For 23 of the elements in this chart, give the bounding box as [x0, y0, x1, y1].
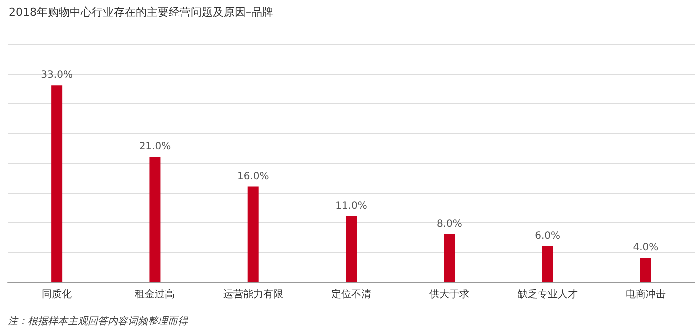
- data-label: 8.0%: [436, 218, 462, 230]
- x-tick-label: 电商冲击: [626, 288, 666, 300]
- data-label: 16.0%: [237, 171, 270, 182]
- data-label: 4.0%: [633, 242, 659, 254]
- chart-title: 2018年购物中心行业存在的主要经营问题及原因–品牌: [9, 6, 274, 19]
- bar: [52, 86, 63, 282]
- bar: [150, 157, 161, 282]
- data-label: 33.0%: [41, 70, 73, 82]
- bar: [248, 186, 259, 282]
- bar: [444, 234, 456, 282]
- x-tick-label: 缺乏专业人才: [518, 288, 578, 300]
- bar: [542, 246, 554, 282]
- x-tick-label: 供大于求: [430, 288, 470, 300]
- data-label: 21.0%: [139, 142, 172, 153]
- bar: [640, 258, 652, 282]
- x-tick-label: 同质化: [42, 288, 72, 300]
- bar: [346, 216, 357, 282]
- x-tick-label: 定位不清: [332, 288, 372, 300]
- data-label: 11.0%: [336, 201, 368, 212]
- text: 注：根据样本主观回答内容词频整理而得: [8, 316, 189, 328]
- x-tick-label: 运营能力有限: [223, 288, 284, 300]
- x-tick-label: 租金过高: [135, 288, 176, 300]
- data-label: 6.0%: [535, 230, 560, 242]
